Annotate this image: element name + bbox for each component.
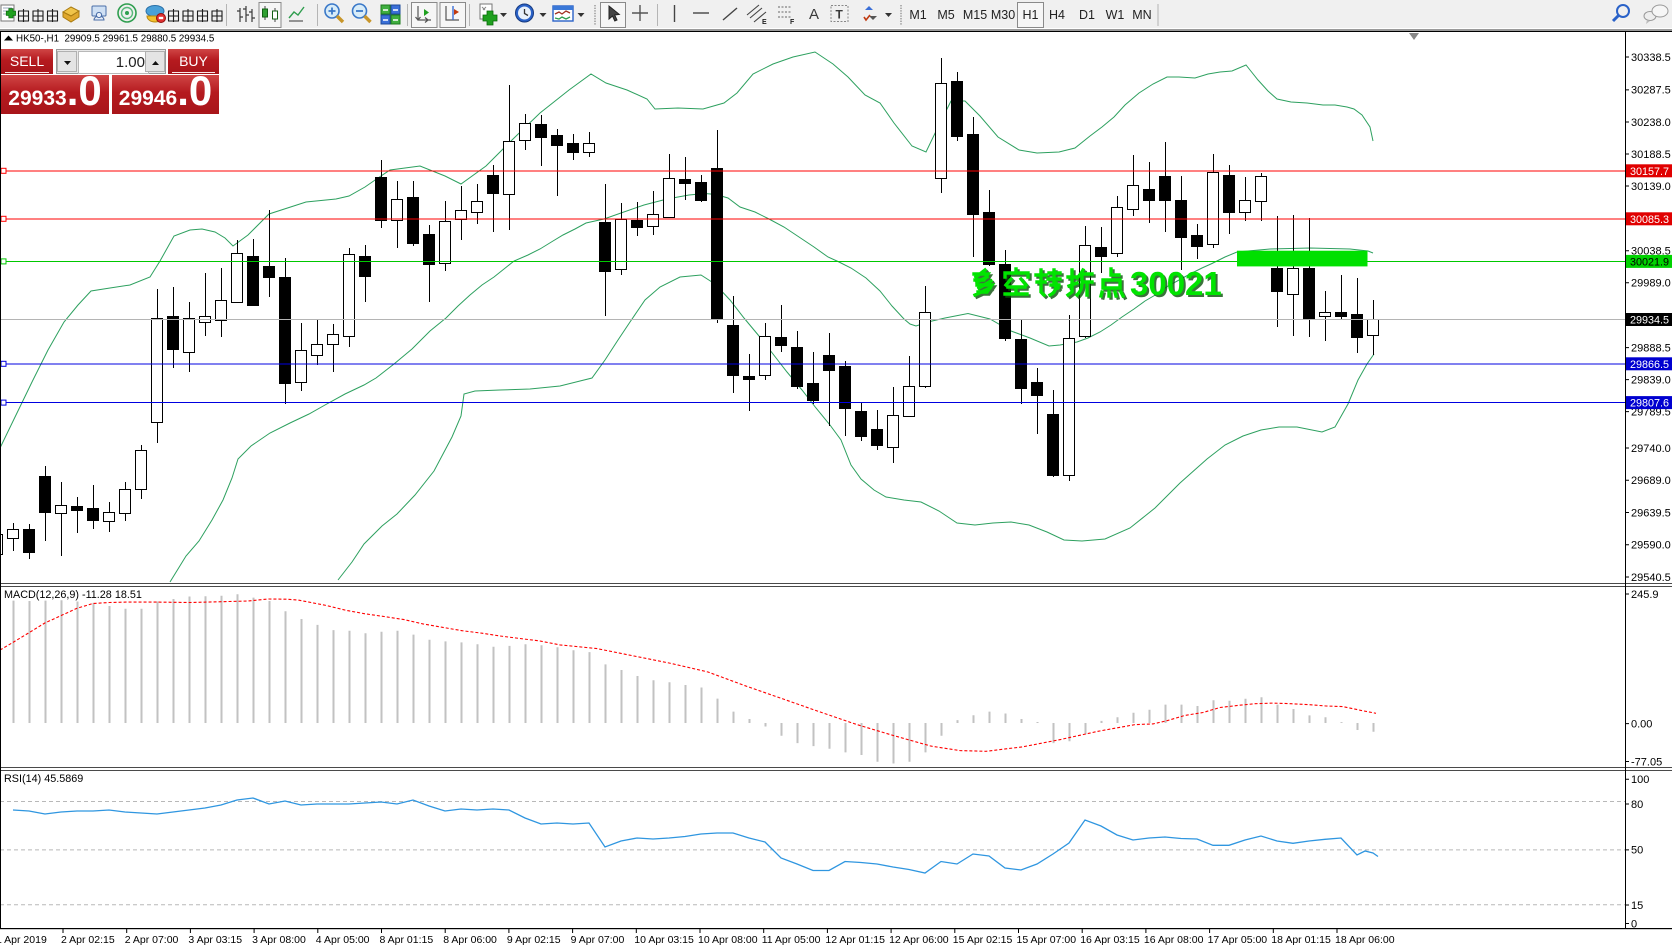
svg-text:30085.3: 30085.3	[1630, 214, 1669, 226]
svg-text:HK50-,H1 29909.5 29961.5 2988: HK50-,H1 29909.5 29961.5 29880.5 29934.5	[16, 34, 215, 45]
svg-text:16 Apr 08:00: 16 Apr 08:00	[1144, 934, 1204, 946]
svg-text:0: 0	[1631, 918, 1637, 930]
svg-text:3 Apr 08:00: 3 Apr 08:00	[252, 934, 306, 946]
svg-text:3 Apr 03:15: 3 Apr 03:15	[188, 934, 242, 946]
svg-text:29689.0: 29689.0	[1631, 475, 1671, 487]
svg-text:30038.5: 30038.5	[1631, 246, 1671, 258]
svg-text:30021: 30021	[1130, 265, 1222, 302]
svg-text:30238.0: 30238.0	[1631, 117, 1671, 129]
svg-text:29888.5: 29888.5	[1631, 342, 1671, 354]
svg-text:-77.05: -77.05	[1631, 756, 1662, 768]
svg-text:29789.5: 29789.5	[1631, 406, 1671, 418]
svg-text:H1: H1	[1023, 8, 1039, 22]
svg-text:8 Apr 06:00: 8 Apr 06:00	[443, 934, 497, 946]
svg-text:D1: D1	[1079, 8, 1095, 22]
svg-text:M1: M1	[909, 8, 926, 22]
svg-text:12 Apr 06:00: 12 Apr 06:00	[889, 934, 949, 946]
svg-text:0.00: 0.00	[1631, 718, 1652, 730]
svg-text:2 Apr 02:15: 2 Apr 02:15	[61, 934, 115, 946]
svg-text:245.9: 245.9	[1631, 589, 1659, 601]
svg-text:9 Apr 07:00: 9 Apr 07:00	[571, 934, 625, 946]
svg-text:100: 100	[1631, 774, 1649, 786]
svg-text:30021: 30021	[1132, 267, 1224, 304]
svg-text:29807.6: 29807.6	[1630, 398, 1669, 410]
svg-text:12 Apr 01:15: 12 Apr 01:15	[825, 934, 885, 946]
svg-text:17 Apr 05:00: 17 Apr 05:00	[1208, 934, 1268, 946]
svg-text:29866.5: 29866.5	[1630, 359, 1669, 371]
svg-text:29540.5: 29540.5	[1631, 572, 1671, 584]
svg-text:M30: M30	[991, 8, 1015, 22]
svg-text:2 Apr 07:00: 2 Apr 07:00	[125, 934, 179, 946]
svg-text:F: F	[790, 19, 795, 26]
svg-text:29639.5: 29639.5	[1631, 507, 1671, 519]
svg-text:16 Apr 03:15: 16 Apr 03:15	[1080, 934, 1140, 946]
svg-text:1 Apr 2019: 1 Apr 2019	[0, 934, 47, 946]
svg-text:MN: MN	[1132, 8, 1151, 22]
svg-text:E: E	[762, 19, 767, 26]
svg-text:8 Apr 01:15: 8 Apr 01:15	[380, 934, 434, 946]
svg-text:18 Apr 06:00: 18 Apr 06:00	[1335, 934, 1395, 946]
svg-text:W1: W1	[1106, 8, 1125, 22]
svg-text:30338.5: 30338.5	[1631, 52, 1671, 64]
svg-text:29934.5: 29934.5	[1630, 315, 1669, 327]
svg-text:30021.9: 30021.9	[1630, 256, 1669, 268]
svg-text:15 Apr 02:15: 15 Apr 02:15	[953, 934, 1013, 946]
svg-text:29740.0: 29740.0	[1631, 443, 1671, 455]
svg-text:29989.0: 29989.0	[1631, 278, 1671, 290]
svg-text:18 Apr 01:15: 18 Apr 01:15	[1271, 934, 1331, 946]
svg-text:30287.5: 30287.5	[1631, 85, 1671, 97]
svg-text:A: A	[809, 6, 819, 23]
svg-text:4 Apr 05:00: 4 Apr 05:00	[316, 934, 370, 946]
svg-text:M5: M5	[937, 8, 954, 22]
svg-text:30188.5: 30188.5	[1631, 149, 1671, 161]
svg-text:15 Apr 07:00: 15 Apr 07:00	[1017, 934, 1077, 946]
svg-text:30139.0: 30139.0	[1631, 181, 1671, 193]
svg-text:T: T	[836, 8, 844, 22]
svg-text:80: 80	[1631, 799, 1643, 811]
svg-text:50: 50	[1631, 845, 1643, 857]
svg-text:10 Apr 03:15: 10 Apr 03:15	[634, 934, 694, 946]
svg-text:29590.0: 29590.0	[1631, 540, 1671, 552]
svg-text:M15: M15	[963, 8, 987, 22]
svg-text:MACD(12,26,9) -11.28 18.51: MACD(12,26,9) -11.28 18.51	[4, 589, 142, 601]
svg-text:30157.7: 30157.7	[1630, 166, 1669, 178]
svg-text:RSI(14) 45.5869: RSI(14) 45.5869	[4, 773, 83, 785]
svg-text:10 Apr 08:00: 10 Apr 08:00	[698, 934, 758, 946]
svg-text:11 Apr 05:00: 11 Apr 05:00	[762, 934, 821, 946]
svg-text:9 Apr 02:15: 9 Apr 02:15	[507, 934, 561, 946]
svg-text:29839.0: 29839.0	[1631, 374, 1671, 386]
svg-text:15: 15	[1631, 900, 1643, 912]
svg-text:H4: H4	[1049, 8, 1065, 22]
